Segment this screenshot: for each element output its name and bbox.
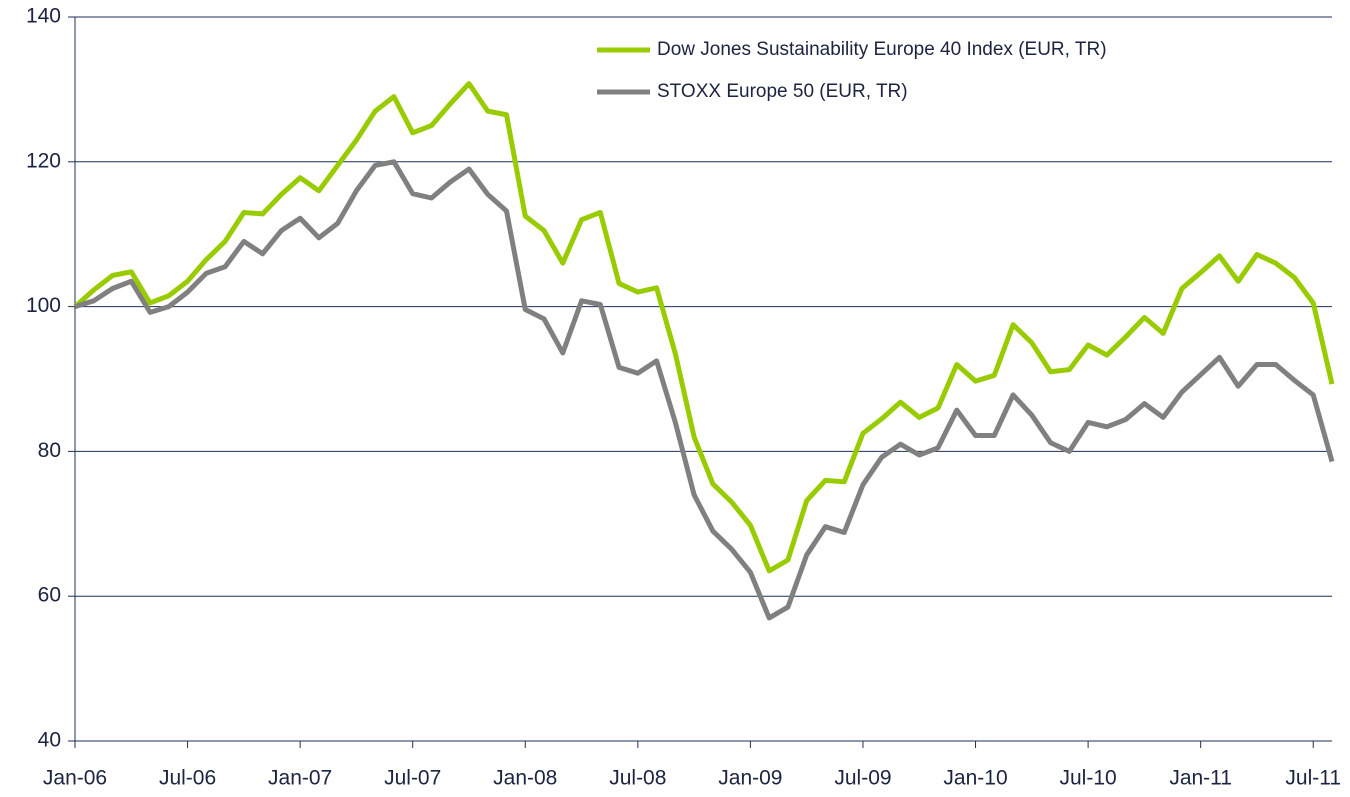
y-tick-label: 40 — [38, 729, 61, 752]
x-tick-label: Jan-11 — [1169, 767, 1232, 790]
y-tick-label: 120 — [26, 149, 61, 172]
legend-label: STOXX Europe 50 (EUR, TR) — [657, 81, 908, 102]
x-tick-label: Jan-07 — [268, 767, 332, 790]
y-tick-label: 80 — [38, 439, 61, 462]
y-tick-label: 60 — [38, 584, 61, 607]
legend-label: Dow Jones Sustainability Europe 40 Index… — [657, 39, 1107, 60]
series-line — [73, 81, 1335, 574]
x-tick-label: Jul-06 — [159, 767, 216, 790]
y-tick-label: 140 — [26, 5, 61, 28]
x-tick-label: Jul-07 — [384, 767, 441, 790]
series-line — [74, 159, 1335, 621]
y-tick-label: 100 — [26, 294, 61, 317]
x-tick-label: Jan-10 — [943, 767, 1007, 790]
x-tick-label: Jul-08 — [609, 767, 666, 790]
x-tick-label: Jul-10 — [1060, 767, 1117, 790]
x-tick-label: Jan-09 — [718, 767, 782, 790]
x-tick-label: Jul-11 — [1285, 767, 1341, 790]
x-tick-label: Jan-08 — [493, 767, 557, 790]
x-tick-label: Jul-09 — [834, 767, 891, 790]
x-tick-label: Jan-06 — [43, 767, 107, 790]
